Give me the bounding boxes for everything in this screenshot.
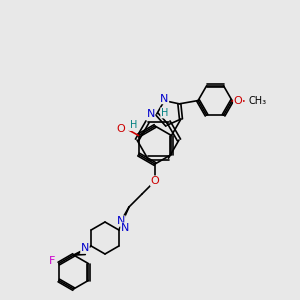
Text: N: N [121, 223, 129, 233]
Text: N: N [81, 243, 89, 253]
Text: H: H [161, 108, 168, 118]
Text: O: O [151, 176, 159, 186]
Text: O: O [117, 124, 125, 134]
Text: O: O [234, 95, 242, 106]
Text: F: F [49, 256, 55, 266]
Text: N: N [146, 109, 155, 119]
Text: N: N [160, 94, 169, 104]
Text: CH₃: CH₃ [248, 95, 266, 106]
Text: H: H [130, 121, 137, 130]
Text: N: N [117, 216, 125, 226]
